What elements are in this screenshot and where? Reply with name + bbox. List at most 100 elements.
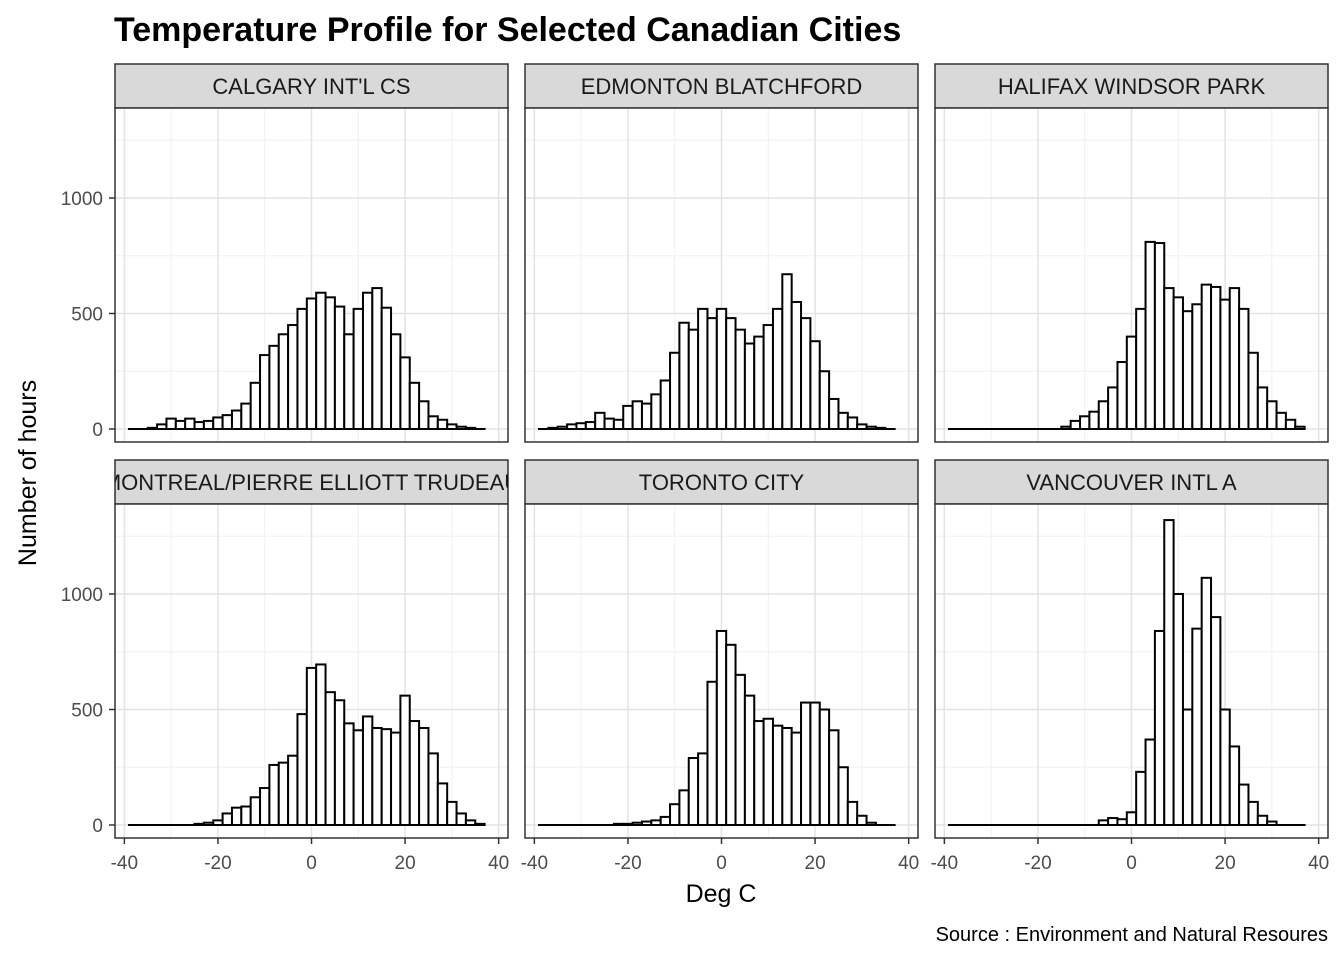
histogram-bar	[259, 787, 271, 826]
histogram-bar	[268, 763, 280, 827]
histogram-bar	[315, 291, 327, 430]
panel-border	[524, 107, 919, 443]
histogram-bar	[193, 822, 205, 826]
histogram-bar	[1210, 616, 1222, 826]
histogram-bar	[352, 729, 364, 826]
histogram-bar	[1200, 576, 1213, 827]
histogram-bar	[1163, 519, 1175, 827]
histogram-bar	[1116, 361, 1128, 431]
histogram-bar	[697, 307, 709, 431]
histogram-bar	[361, 715, 374, 826]
histogram-bar	[408, 720, 421, 826]
histogram-bar	[547, 426, 559, 431]
x-tick-label: 40	[1308, 853, 1329, 874]
panel-border	[934, 107, 1329, 443]
histogram-bar	[1191, 627, 1203, 827]
histogram-bar	[603, 417, 615, 431]
histogram-bar	[418, 400, 430, 430]
y-tick-label: 500	[71, 305, 103, 326]
histogram-bar	[706, 317, 718, 430]
histogram-bar	[1181, 708, 1194, 826]
histogram-bar	[212, 819, 224, 827]
facet-strip	[524, 459, 919, 505]
histogram-bar	[622, 404, 634, 430]
histogram-bar	[771, 724, 784, 826]
histogram-bar	[1144, 738, 1156, 827]
histogram-bar	[1153, 242, 1166, 430]
histogram-bar	[697, 752, 709, 827]
histogram-bar	[455, 425, 467, 431]
histogram-bar	[1125, 811, 1138, 826]
histogram-bar	[715, 307, 728, 431]
histogram-bar	[1247, 800, 1259, 827]
histogram-bar	[846, 416, 859, 431]
histogram-bar	[687, 328, 700, 431]
histogram-bar	[809, 340, 821, 430]
histogram-bar	[800, 701, 812, 827]
histogram-bar	[184, 417, 196, 431]
histogram-bar	[1294, 425, 1306, 431]
histogram-bar	[277, 761, 290, 827]
histogram-bar	[1116, 818, 1128, 826]
histogram-bar	[612, 418, 625, 431]
histogram-bar	[380, 306, 393, 431]
histogram-bar	[474, 822, 486, 826]
histogram-bar	[202, 419, 215, 431]
histogram-bar	[399, 356, 411, 431]
histogram-bar	[659, 815, 672, 826]
facet-strip	[524, 63, 919, 109]
histogram-bar	[315, 663, 327, 827]
histogram-bar	[678, 321, 690, 430]
histogram-bar	[650, 393, 662, 431]
histogram-bar	[828, 729, 840, 826]
y-tick-label: 500	[71, 701, 103, 722]
histogram-bar	[575, 422, 587, 431]
facet-strip-label: CALGARY INT'L CS	[212, 74, 410, 99]
histogram-bar	[781, 273, 793, 431]
histogram-bar	[399, 694, 411, 827]
histogram-bar	[556, 425, 569, 431]
histogram-bar	[1069, 419, 1082, 431]
histogram-bar	[631, 821, 643, 827]
facet-panel: EDMONTON BLATCHFORD	[524, 63, 919, 443]
histogram-bar	[687, 757, 700, 827]
histogram-bar	[1247, 351, 1259, 430]
histogram-bar	[446, 423, 458, 431]
histogram-bar	[612, 822, 625, 826]
histogram-bar	[1228, 745, 1241, 827]
histogram-bar	[743, 342, 756, 430]
histogram-bar	[650, 819, 662, 827]
histogram-bar	[305, 297, 318, 430]
histogram-bar	[818, 708, 831, 826]
histogram-bar	[455, 812, 467, 827]
histogram-bar	[333, 305, 346, 431]
x-tick-label: 0	[306, 853, 317, 874]
histogram-bar	[230, 409, 243, 430]
histogram-bar	[1191, 303, 1203, 431]
x-tick-label: 40	[898, 853, 919, 874]
panel-border	[114, 107, 509, 443]
histogram-bar	[1266, 400, 1278, 430]
histogram-bar	[1256, 814, 1269, 827]
histogram-bar	[622, 822, 634, 826]
facet-panel: VANCOUVER INTL A -40 -20 0 20 40	[931, 459, 1329, 874]
facet-strip-label: VANCOUVER INTL A	[1026, 470, 1237, 495]
histogram-bar	[1219, 298, 1231, 431]
histogram-bar	[343, 333, 355, 431]
y-tick-label: 1000	[61, 585, 103, 606]
facet-panels: CALGARY INT'L CS 0 500 1000 EDMONTON BLATCHF…	[61, 63, 1329, 874]
histogram-bar	[464, 426, 477, 431]
histogram-bar	[296, 307, 308, 431]
histogram-bar	[287, 754, 299, 827]
histogram-bar	[221, 812, 233, 827]
x-tick-label: 20	[1215, 853, 1236, 874]
histogram-bar	[669, 351, 681, 430]
facet-strip	[934, 63, 1329, 109]
x-tick-label: -20	[204, 853, 231, 874]
histogram-bar	[818, 370, 831, 430]
histogram-bar	[584, 421, 597, 431]
histogram-bar	[659, 379, 672, 430]
histogram-bar	[753, 720, 765, 826]
facet-panel: CALGARY INT'L CS 0 500 1000	[61, 63, 509, 443]
